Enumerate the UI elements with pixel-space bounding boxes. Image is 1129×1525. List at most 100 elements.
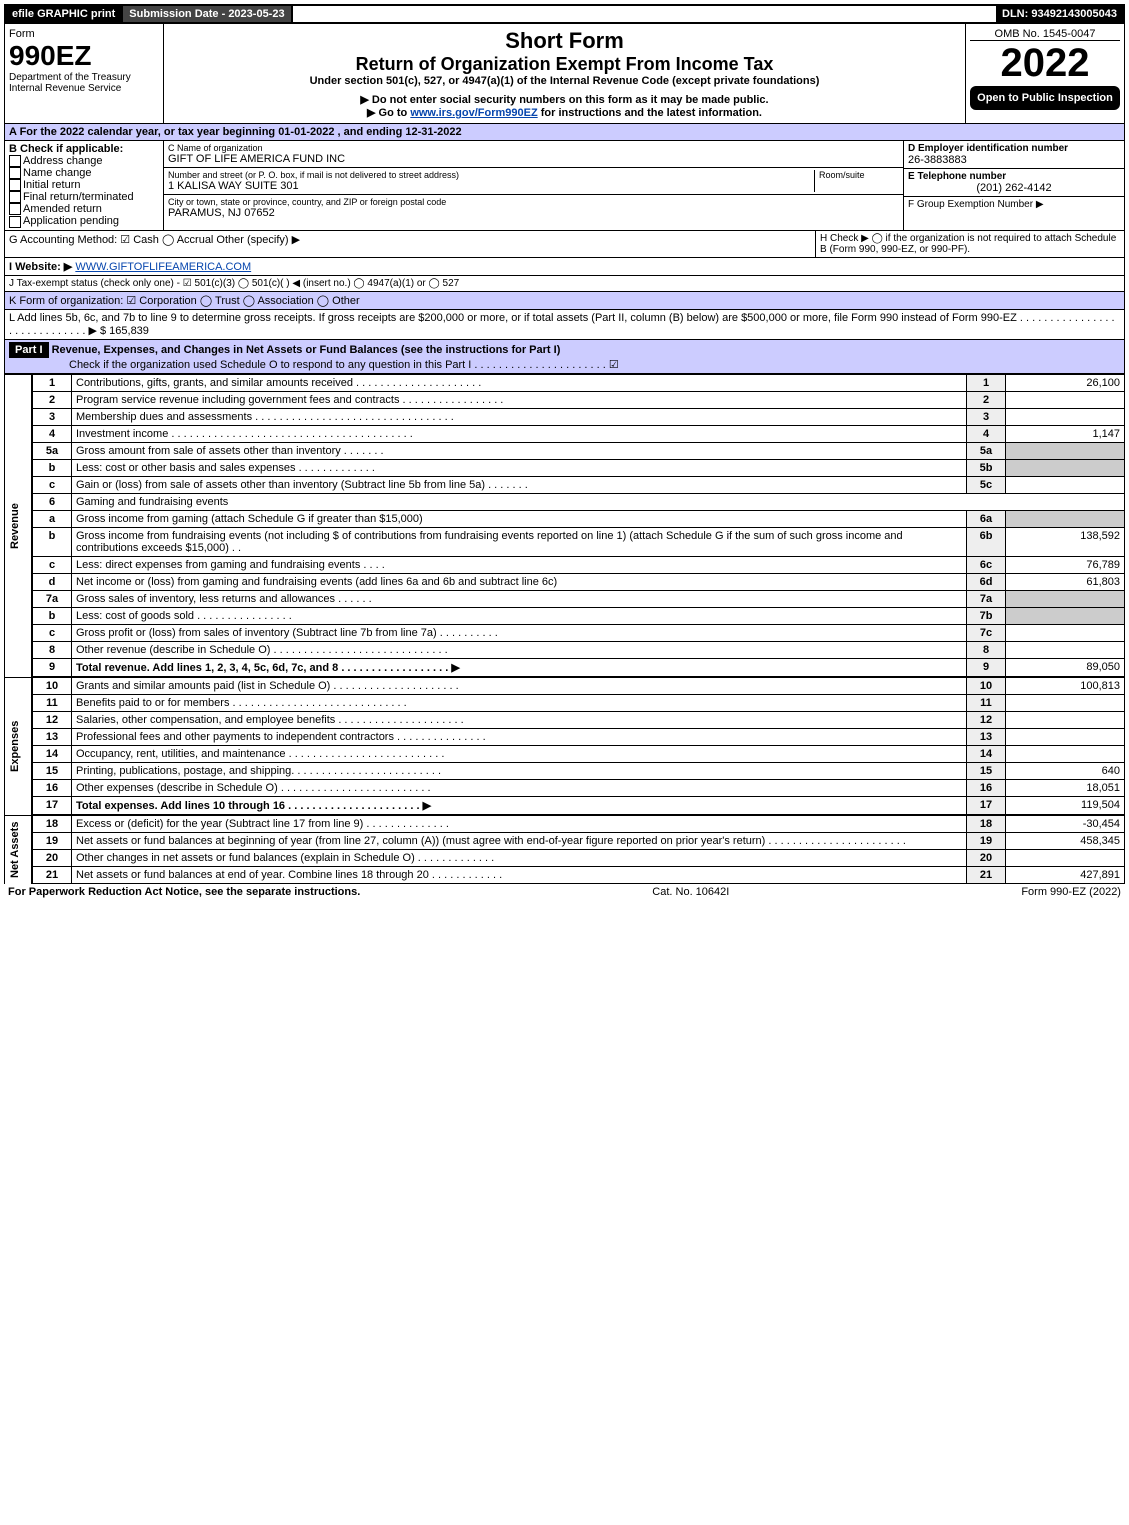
lv: 26,100 bbox=[1006, 374, 1125, 391]
under: Under section 501(c), 527, or 4947(a)(1)… bbox=[168, 75, 961, 87]
ln: 2 bbox=[33, 391, 72, 408]
lt: Salaries, other compensation, and employ… bbox=[72, 711, 967, 728]
rn: 14 bbox=[967, 745, 1006, 762]
lv: 18,051 bbox=[1006, 779, 1125, 796]
ln: b bbox=[33, 459, 72, 476]
part1-header: Part I Revenue, Expenses, and Changes in… bbox=[5, 340, 1124, 373]
revenue-table: 1Contributions, gifts, grants, and simil… bbox=[32, 374, 1125, 677]
ln: 21 bbox=[33, 866, 72, 883]
ln: 15 bbox=[33, 762, 72, 779]
line-l: L Add lines 5b, 6c, and 7b to line 9 to … bbox=[5, 310, 1124, 339]
ln: 9 bbox=[33, 658, 72, 676]
street-label: Number and street (or P. O. box, if mail… bbox=[168, 170, 814, 180]
form-header: Form 990EZ Department of the Treasury In… bbox=[4, 24, 1125, 124]
final-label: Final return/terminated bbox=[23, 191, 134, 203]
line-h: H Check ▶ ◯ if the organization is not r… bbox=[816, 231, 1124, 257]
lt: Gross income from gaming (attach Schedul… bbox=[72, 510, 967, 527]
goto-link[interactable]: www.irs.gov/Form990EZ bbox=[410, 107, 537, 119]
ln: 13 bbox=[33, 728, 72, 745]
lv bbox=[1006, 849, 1125, 866]
rn: 17 bbox=[967, 796, 1006, 814]
c-label: C Name of organization bbox=[168, 143, 899, 153]
netassets-vlabel: Net Assets bbox=[4, 815, 32, 884]
chk-initial[interactable]: Initial return bbox=[9, 179, 159, 191]
omb: OMB No. 1545-0047 bbox=[970, 28, 1120, 41]
lv bbox=[1006, 641, 1125, 658]
init-label: Initial return bbox=[23, 179, 80, 191]
chk-address[interactable]: Address change bbox=[9, 155, 159, 167]
efile-label[interactable]: efile GRAPHIC print bbox=[6, 6, 123, 22]
lt: Less: cost or other basis and sales expe… bbox=[76, 462, 375, 474]
ln: 14 bbox=[33, 745, 72, 762]
ln: 19 bbox=[33, 832, 72, 849]
submission-date: Submission Date - 2023-05-23 bbox=[123, 6, 292, 22]
lv: 640 bbox=[1006, 762, 1125, 779]
lt: Less: cost of goods sold . . . . . . . .… bbox=[72, 607, 967, 624]
room-suite: Room/suite bbox=[814, 170, 899, 192]
ln: b bbox=[33, 527, 72, 556]
line-a: A For the 2022 calendar year, or tax yea… bbox=[5, 124, 1124, 140]
e-label: E Telephone number bbox=[908, 171, 1120, 182]
rn: 5c bbox=[967, 476, 1006, 493]
b-label: B Check if applicable: bbox=[9, 143, 159, 155]
lv: 89,050 bbox=[1006, 658, 1125, 676]
chk-application[interactable]: Application pending bbox=[9, 215, 159, 227]
ln: a bbox=[33, 510, 72, 527]
chk-final[interactable]: Final return/terminated bbox=[9, 191, 159, 203]
expenses-table: 10Grants and similar amounts paid (list … bbox=[32, 677, 1125, 815]
rn: 7c bbox=[967, 624, 1006, 641]
lv: 61,803 bbox=[1006, 573, 1125, 590]
rn: 21 bbox=[967, 866, 1006, 883]
chk-amended[interactable]: Amended return bbox=[9, 203, 159, 215]
lt: Net income or (loss) from gaming and fun… bbox=[72, 573, 967, 590]
lt: Other revenue (describe in Schedule O) .… bbox=[72, 641, 967, 658]
name-label: Name change bbox=[23, 167, 92, 179]
lt: Membership dues and assessments . . . . … bbox=[72, 408, 967, 425]
lv bbox=[1006, 408, 1125, 425]
open-public: Open to Public Inspection bbox=[970, 86, 1120, 110]
rn: 2 bbox=[967, 391, 1006, 408]
short-form: Short Form bbox=[168, 28, 961, 54]
rn: 13 bbox=[967, 728, 1006, 745]
sn: 6a bbox=[967, 510, 1006, 527]
ln: 7a bbox=[33, 590, 72, 607]
lt: Total revenue. Add lines 1, 2, 3, 4, 5c,… bbox=[76, 662, 460, 674]
ln: 17 bbox=[33, 796, 72, 814]
line-g: G Accounting Method: ☑ Cash ◯ Accrual Ot… bbox=[5, 231, 816, 257]
lt: Net assets or fund balances at beginning… bbox=[72, 832, 967, 849]
rn: 16 bbox=[967, 779, 1006, 796]
lv bbox=[1006, 745, 1125, 762]
ln: c bbox=[33, 624, 72, 641]
footer-right: Form 990-EZ (2022) bbox=[1021, 886, 1121, 898]
ln: 4 bbox=[33, 425, 72, 442]
irs: Internal Revenue Service bbox=[9, 83, 159, 94]
chk-name[interactable]: Name change bbox=[9, 167, 159, 179]
ln: 1 bbox=[33, 374, 72, 391]
tax-year: 2022 bbox=[970, 41, 1120, 86]
lv bbox=[1006, 728, 1125, 745]
website-link[interactable]: WWW.GIFTOFLIFEAMERICA.COM bbox=[75, 261, 251, 273]
form-number: 990EZ bbox=[9, 40, 159, 72]
part1-title: Revenue, Expenses, and Changes in Net As… bbox=[52, 344, 561, 356]
lv bbox=[1006, 459, 1125, 476]
rn: 12 bbox=[967, 711, 1006, 728]
lv: 427,891 bbox=[1006, 866, 1125, 883]
l-val: $ 165,839 bbox=[100, 325, 149, 337]
ln: 20 bbox=[33, 849, 72, 866]
expenses-vlabel: Expenses bbox=[4, 677, 32, 815]
lt: Gross sales of inventory, less returns a… bbox=[72, 590, 967, 607]
rn: 11 bbox=[967, 694, 1006, 711]
ein: 26-3883883 bbox=[908, 154, 1120, 166]
lt: Less: direct expenses from gaming and fu… bbox=[72, 556, 967, 573]
part1-bar: Part I bbox=[9, 342, 49, 358]
lv bbox=[1006, 624, 1125, 641]
ln: 5a bbox=[33, 442, 72, 459]
lv: 458,345 bbox=[1006, 832, 1125, 849]
app-label: Application pending bbox=[23, 215, 119, 227]
ln: c bbox=[33, 476, 72, 493]
ln: 3 bbox=[33, 408, 72, 425]
ssn-warning: ▶ Do not enter social security numbers o… bbox=[168, 93, 961, 106]
title: Return of Organization Exempt From Incom… bbox=[168, 54, 961, 75]
line-k: K Form of organization: ☑ Corporation ◯ … bbox=[5, 292, 1124, 309]
d-label: D Employer identification number bbox=[908, 143, 1120, 154]
